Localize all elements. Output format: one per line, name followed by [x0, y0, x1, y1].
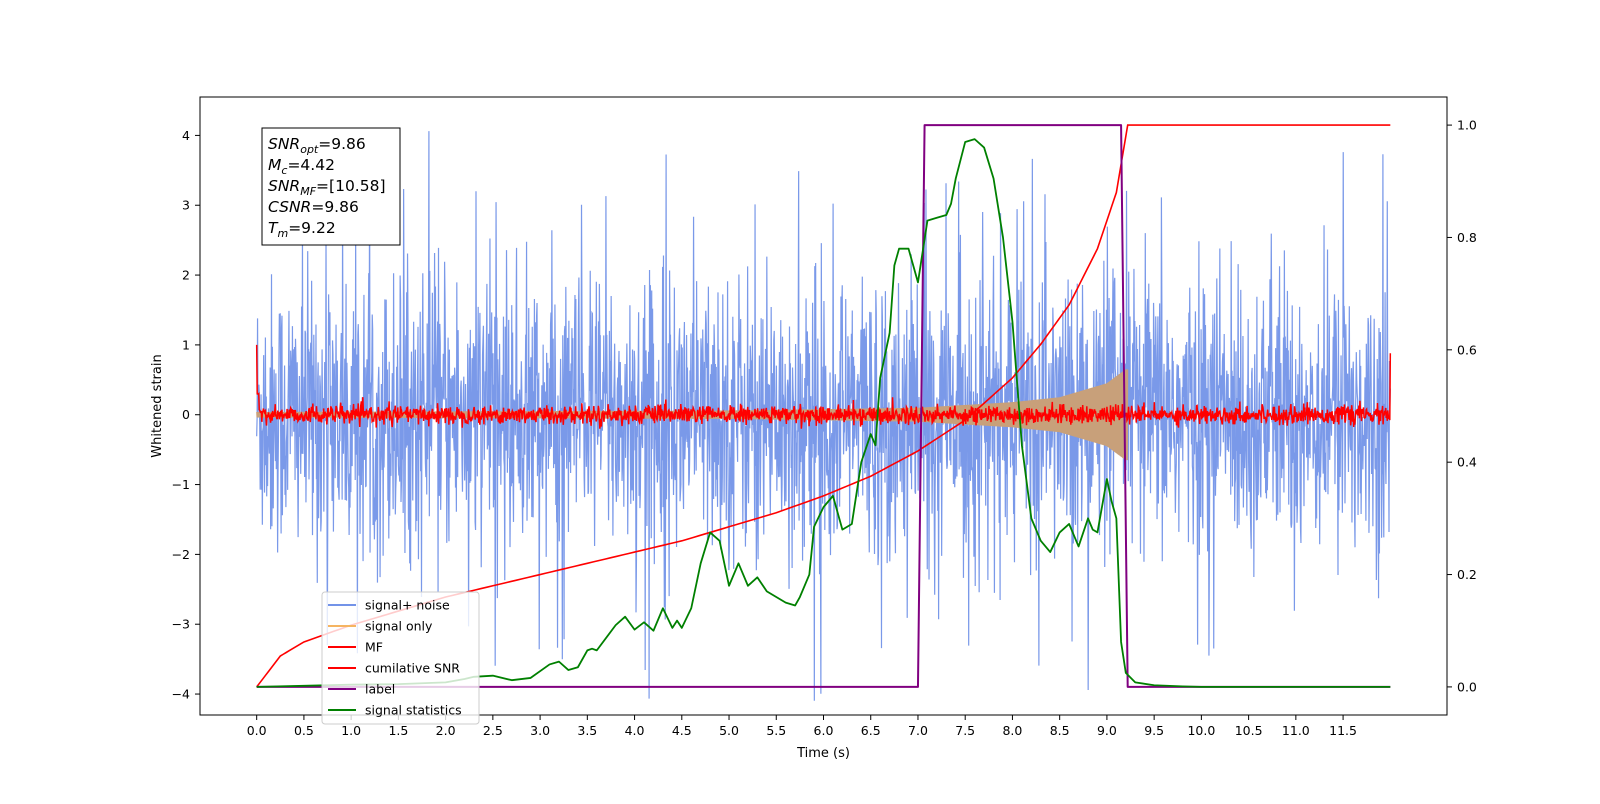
y2-tick-label: 0.6: [1457, 342, 1477, 357]
series-mf: [255, 344, 1392, 429]
x-tick-label: 4.0: [625, 723, 645, 738]
y-tick-label: 0: [182, 407, 190, 422]
legend: signal+ noise signal only MF cumilative SNR…: [321, 591, 480, 725]
legend-item: signal statistics: [328, 703, 462, 718]
x-tick-label: 3.0: [530, 723, 550, 738]
legend-item: signal+ noise: [328, 598, 450, 613]
y-tick-label: 4: [182, 128, 190, 143]
annotation-line: SNRMF=[10.58]: [268, 177, 386, 198]
x-tick-label: 10.0: [1187, 723, 1215, 738]
x-tick-label: 1.5: [388, 723, 408, 738]
legend-item: MF: [328, 640, 383, 655]
annotation-line: CSNR=9.86: [268, 198, 359, 216]
legend-item: signal only: [328, 619, 433, 634]
legend-label: MF: [365, 640, 383, 655]
y-tick-label: −3: [172, 617, 190, 632]
legend-label: label: [365, 682, 395, 697]
x-tick-label: 2.5: [483, 723, 503, 738]
annotation-line: Mc=4.42: [268, 156, 335, 177]
y-tick-label: −2: [172, 547, 190, 562]
y2-tick-label: 0.4: [1457, 455, 1477, 470]
y-tick-label: 3: [182, 198, 190, 213]
x-axis-label: Time (s): [796, 746, 850, 761]
legend-item: cumilative SNR: [328, 661, 460, 676]
annotation-line: SNRopt=9.86: [268, 135, 366, 156]
x-tick-label: 9.5: [1144, 723, 1164, 738]
x-tick-label: 0.0: [247, 723, 267, 738]
legend-label: cumilative SNR: [365, 661, 460, 676]
x-tick-label: 7.0: [908, 723, 928, 738]
series-signal-statistics: [256, 138, 1391, 688]
x-tick-label: 10.5: [1235, 723, 1263, 738]
annotation-frame: [261, 127, 401, 246]
stats-annotation-box: SNRopt=9.86Mc=4.42SNRMF=[10.58]CSNR=9.86…: [261, 127, 401, 246]
legend-item: label: [328, 682, 395, 697]
y-tick-label: −1: [172, 477, 190, 492]
x-tick-label: 6.5: [861, 723, 881, 738]
y-tick-label: −4: [172, 687, 190, 702]
x-tick-label: 3.5: [577, 723, 597, 738]
series-label: [256, 124, 1391, 688]
legend-label: signal+ noise: [365, 598, 450, 613]
y2-tick-label: 0.2: [1457, 567, 1477, 582]
x-tick-label: 8.0: [1002, 723, 1022, 738]
x-tick-label: 8.5: [1050, 723, 1070, 738]
y2-tick-label: 1.0: [1457, 118, 1477, 133]
legend-label: signal statistics: [365, 703, 462, 718]
x-tick-label: 0.5: [294, 723, 314, 738]
legend-label: signal only: [365, 619, 433, 634]
legend-frame: [321, 591, 480, 725]
y-axis-label: Whitened strain: [150, 354, 165, 457]
x-tick-label: 5.0: [719, 723, 739, 738]
x-tick-label: 2.0: [436, 723, 456, 738]
x-tick-label: 11.5: [1329, 723, 1357, 738]
series-signal-noise: [256, 131, 1391, 701]
y-tick-label: 1: [182, 337, 190, 352]
y-tick-label: 2: [182, 268, 190, 283]
y2-tick-label: 0.8: [1457, 230, 1477, 245]
x-tick-label: 11.0: [1282, 723, 1310, 738]
x-tick-label: 1.0: [341, 723, 361, 738]
axes-layer: 0.0 0.5 1.0 1.5 2.0 2.5 3.0 3.5 4.0 4.5 5.0 5.5 6.0 6…: [172, 118, 1477, 738]
annotation-line: Tm=9.22: [268, 219, 336, 240]
x-tick-label: 6.0: [814, 723, 834, 738]
x-tick-label: 9.0: [1097, 723, 1117, 738]
x-tick-label: 5.5: [766, 723, 786, 738]
y2-tick-label: 0.0: [1457, 679, 1477, 694]
x-tick-label: 7.5: [955, 723, 975, 738]
x-tick-label: 4.5: [672, 723, 692, 738]
